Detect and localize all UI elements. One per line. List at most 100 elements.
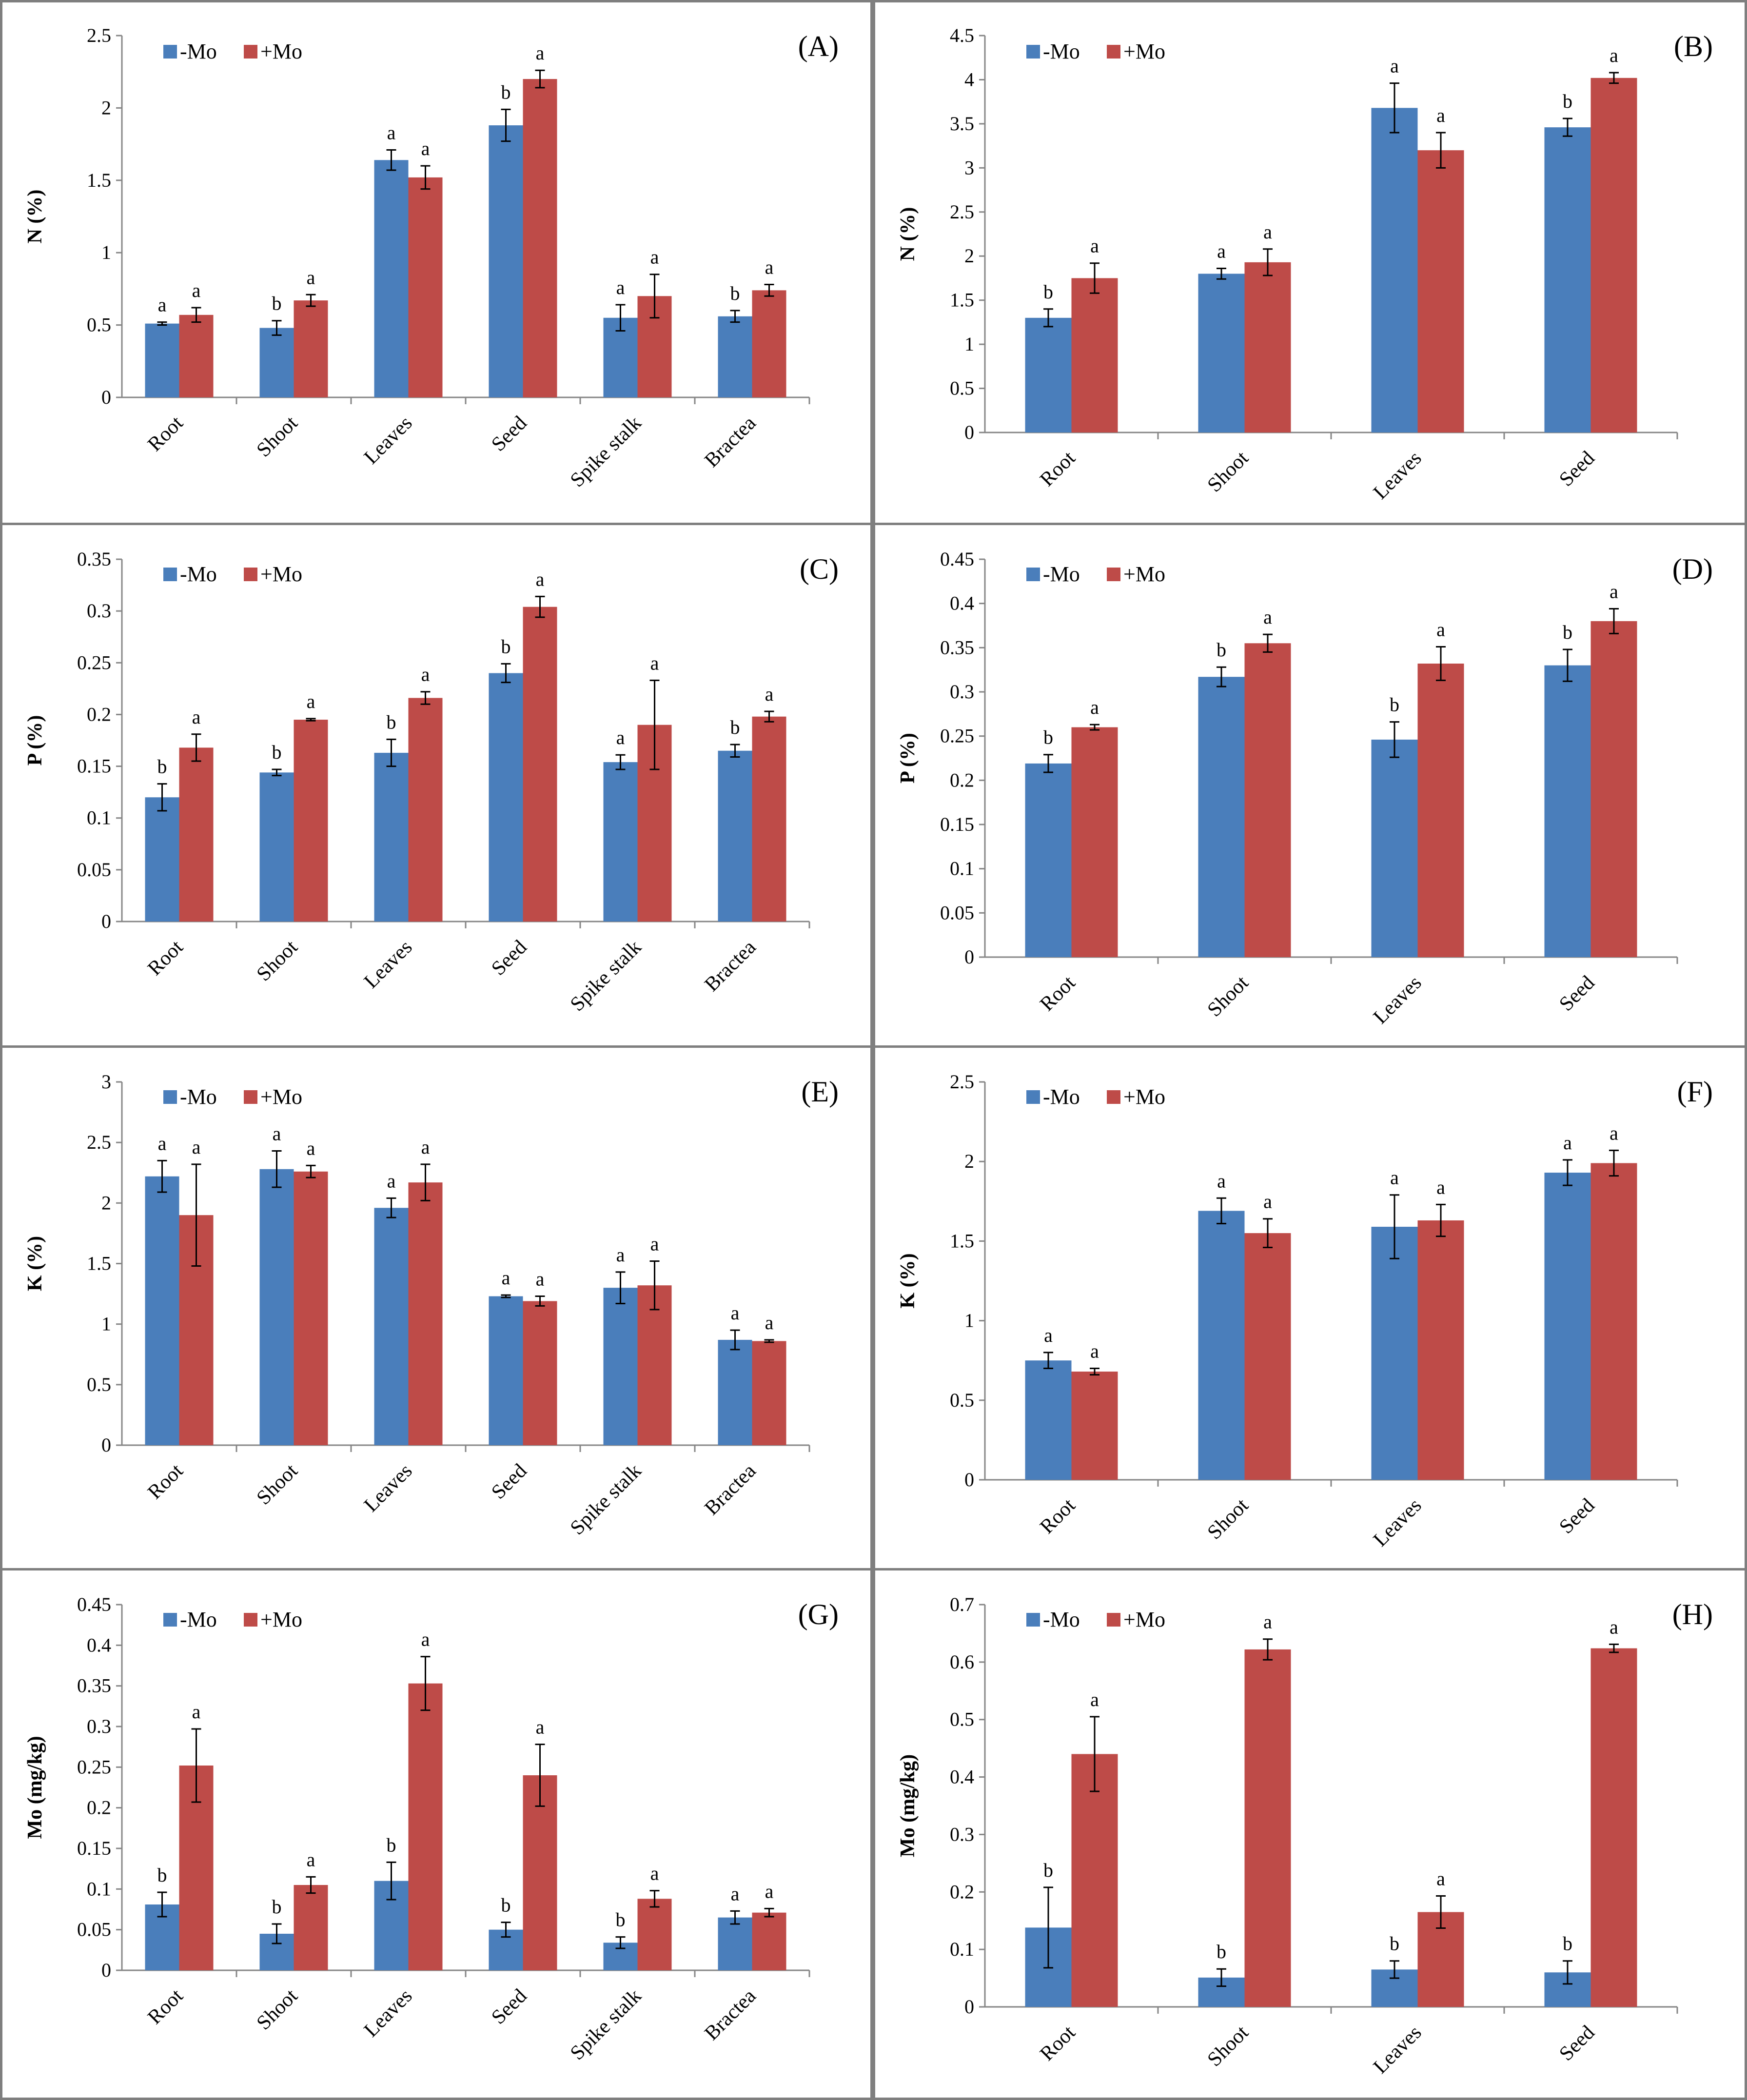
significance-letter: b <box>387 711 396 733</box>
y-axis-title: P (%) <box>897 733 919 784</box>
y-axis-title: K (%) <box>24 1236 46 1291</box>
significance-letter: a <box>1436 104 1445 126</box>
significance-letter: b <box>1043 1859 1053 1881</box>
y-tick-label: 1 <box>101 1313 111 1335</box>
x-category-label: Shoot <box>1203 2021 1253 2071</box>
significance-letter: a <box>192 1136 201 1158</box>
significance-letter: a <box>1217 1170 1226 1192</box>
x-category-label: Shoot <box>1203 1494 1253 1544</box>
x-category-label: Shoot <box>253 412 302 461</box>
significance-letter: a <box>1436 1176 1445 1198</box>
error-bar <box>649 1260 660 1311</box>
legend-swatch-minus-mo <box>1026 45 1040 59</box>
significance-letter: a <box>731 1302 740 1324</box>
legend-swatch-plus-mo <box>1107 45 1120 59</box>
bar-plus-mo <box>408 177 443 397</box>
error-bar <box>157 321 167 326</box>
panel-label: (F) <box>1677 1076 1713 1108</box>
panel-c: 0 0.05 0.1 0.15 0.2 0.25 0.3 0.35 P (%) (C) -Mo +Mo… <box>0 523 873 1048</box>
bar-plus-mo <box>1244 1649 1291 2007</box>
bar-minus-mo <box>718 316 752 397</box>
legend-label-plus-mo: +Mo <box>1123 39 1165 63</box>
error-bar <box>1043 1352 1053 1370</box>
x-category-label: Seed <box>487 1985 531 2029</box>
bar-plus-mo <box>1244 643 1291 957</box>
x-category-label: Spike stalk <box>566 936 646 1016</box>
significance-letter: a <box>616 726 625 748</box>
error-bar <box>1263 248 1273 276</box>
bar-minus-mo <box>145 797 179 922</box>
bar-plus-mo <box>752 1912 786 1970</box>
error-bar <box>649 274 660 319</box>
significance-letter: a <box>1263 606 1272 628</box>
significance-letter: a <box>421 1629 430 1650</box>
x-category-label: Root <box>143 1459 188 1504</box>
error-bar <box>1436 132 1446 169</box>
y-tick-label: 0.2 <box>87 703 111 725</box>
x-category-label: Shoot <box>1203 971 1253 1021</box>
bar-minus-mo <box>1198 1211 1245 1480</box>
x-category-label: Seed <box>487 936 531 980</box>
error-bar <box>1609 608 1619 634</box>
significance-letter: a <box>158 1132 167 1154</box>
significance-letter: a <box>192 1701 201 1723</box>
significance-letter: b <box>501 81 511 103</box>
legend-label-minus-mo: -Mo <box>1043 39 1080 63</box>
bar-plus-mo <box>1417 1220 1464 1480</box>
significance-letter: a <box>158 294 167 316</box>
error-bar <box>306 1164 316 1178</box>
y-tick-label: 3 <box>964 157 974 178</box>
error-bar <box>1563 1159 1572 1186</box>
error-bar <box>1090 262 1099 294</box>
bar-plus-mo <box>179 747 214 922</box>
error-bar <box>1609 1149 1619 1177</box>
bar-plus-mo <box>752 1341 786 1445</box>
chart-h: 0 0.1 0.2 0.3 0.4 0.5 0.6 0.7 Mo (mg/kg) (H) -Mo +M… <box>897 1593 1713 2078</box>
bar-minus-mo <box>259 328 294 397</box>
bar-minus-mo <box>1544 127 1591 432</box>
x-category-label: Spike stalk <box>566 1985 646 2065</box>
y-axis-title: Mo (mg/kg) <box>897 1754 919 1857</box>
x-category-label: Leaves <box>360 1985 417 2042</box>
legend-label-plus-mo: +Mo <box>260 1608 302 1631</box>
significance-letter: a <box>307 1848 315 1870</box>
significance-letter: a <box>387 1170 396 1192</box>
bar-plus-mo <box>1590 1648 1637 2007</box>
significance-letter: a <box>1263 1191 1272 1213</box>
x-category-label: Shoot <box>253 1459 302 1509</box>
significance-letter: a <box>650 652 659 674</box>
significance-letter: a <box>387 121 396 143</box>
error-bar <box>535 1295 545 1307</box>
error-bar <box>1263 1218 1273 1248</box>
bar-minus-mo <box>1544 1173 1591 1480</box>
significance-letter: a <box>1090 696 1099 718</box>
significance-letter: b <box>616 1909 626 1931</box>
y-tick-label: 0.3 <box>950 681 974 703</box>
significance-letter: a <box>192 279 201 301</box>
legend-label-plus-mo: +Mo <box>1123 562 1165 586</box>
error-bar <box>1217 268 1226 280</box>
error-bar <box>1263 633 1273 653</box>
y-axis-title: Mo (mg/kg) <box>24 1736 46 1839</box>
significance-letter: a <box>1090 1340 1099 1362</box>
bar-plus-mo <box>1244 1233 1291 1480</box>
bar-plus-mo <box>1590 78 1637 432</box>
significance-letter: a <box>1044 1324 1053 1346</box>
bar-plus-mo <box>523 79 557 398</box>
error-bar <box>1436 1895 1446 1929</box>
y-tick-label: 0.5 <box>87 314 111 336</box>
x-category-label: Seed <box>1555 447 1599 491</box>
y-tick-label: 0.2 <box>87 1797 111 1819</box>
y-tick-label: 3.5 <box>950 113 974 135</box>
bar-plus-mo <box>1590 621 1637 957</box>
x-category-label: Leaves <box>360 936 417 993</box>
y-tick-label: 0.35 <box>77 1675 111 1697</box>
panel-b: 0 0.5 1 1.5 2 2.5 3 3.5 4 4.5 N (%) (B) -Mo +Mo b a Root… <box>873 0 1747 526</box>
y-tick-label: 1.5 <box>950 289 974 311</box>
y-tick-label: 0 <box>964 1469 974 1491</box>
x-category-label: Seed <box>1555 2021 1599 2065</box>
error-bar <box>1390 1960 1399 1979</box>
error-bar <box>535 69 545 89</box>
y-tick-label: 2 <box>964 1150 974 1172</box>
error-bar <box>1043 754 1053 773</box>
